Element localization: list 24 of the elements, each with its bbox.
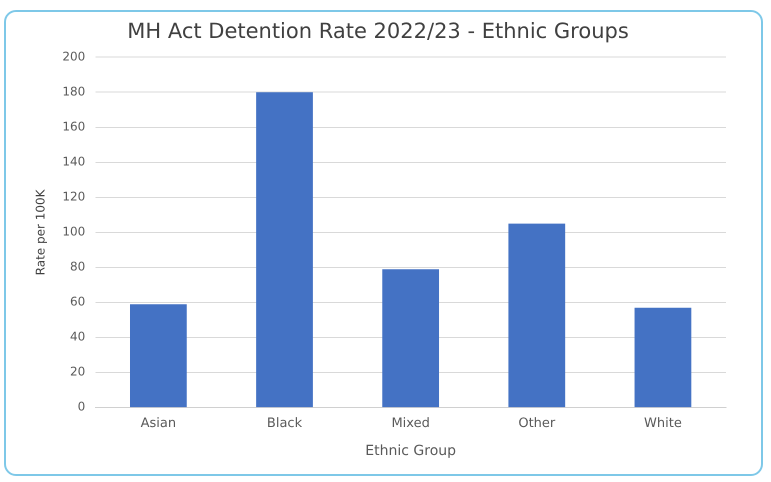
bar [634, 308, 692, 408]
y-tick-label: 180 [62, 84, 86, 98]
y-tick-label: 200 [62, 49, 86, 64]
bar [256, 92, 313, 408]
x-tick-label: Asian [140, 416, 176, 431]
y-tick-label: 20 [70, 364, 86, 379]
bar [508, 224, 566, 408]
y-tick-label: 0 [78, 400, 86, 414]
y-tick-label: 160 [62, 119, 86, 134]
bar [382, 269, 440, 408]
x-tick-label: White [644, 416, 682, 431]
x-tick-label: Black [266, 416, 303, 431]
y-axis-title: Rate per 100K [33, 188, 48, 276]
y-tick-label: 120 [62, 189, 86, 204]
bar [130, 304, 187, 408]
y-tick-label: 60 [70, 294, 86, 309]
y-tick-label: 40 [70, 330, 86, 344]
y-tick-label: 100 [62, 224, 86, 239]
x-tick-label: Mixed [391, 416, 430, 431]
chart-title: MH Act Detention Rate 2022/23 - Ethnic Groups [127, 19, 629, 44]
x-axis-title: Ethnic Group [365, 443, 456, 460]
x-tick-label: Other [518, 416, 556, 431]
y-tick-label: 140 [62, 154, 86, 168]
y-tick-label: 80 [70, 260, 86, 274]
